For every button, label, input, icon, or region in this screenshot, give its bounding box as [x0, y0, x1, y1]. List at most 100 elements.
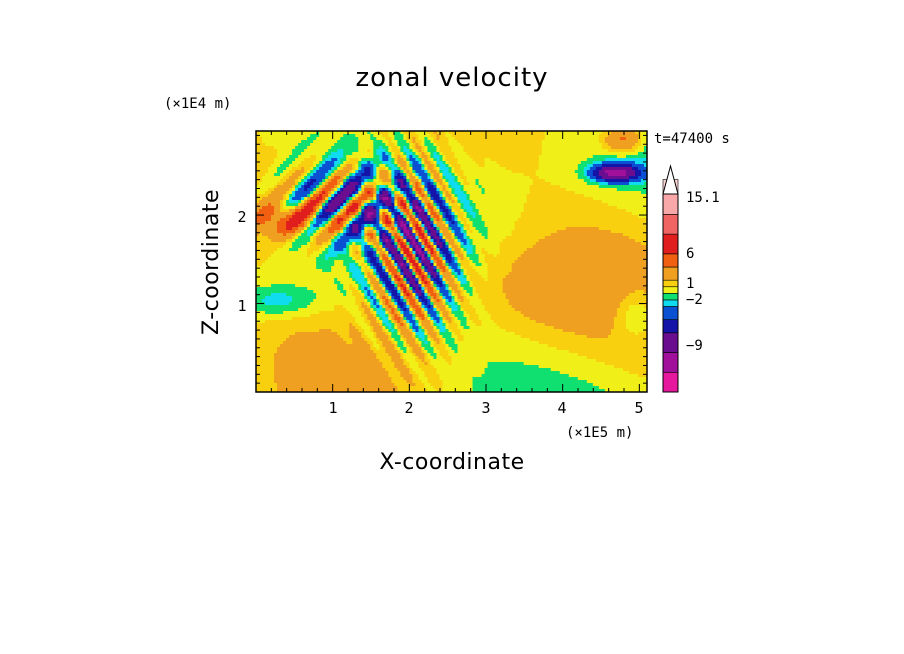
- field-cell: [460, 167, 465, 171]
- field-cell: [634, 143, 639, 147]
- field-cell: [352, 164, 356, 168]
- field-cell: [415, 203, 420, 207]
- field-cell: [319, 146, 323, 150]
- field-cell: [637, 212, 642, 216]
- field-cell: [361, 191, 365, 195]
- field-cell: [535, 203, 540, 207]
- field-cell: [283, 182, 287, 186]
- field-cell: [637, 197, 642, 201]
- field-cell: [460, 173, 465, 177]
- field-cell: [358, 203, 362, 207]
- field-cell: [586, 161, 591, 165]
- field-cell: [262, 131, 266, 135]
- field-cell: [277, 212, 281, 216]
- field-cell: [373, 191, 378, 195]
- field-cell: [355, 137, 359, 141]
- field-cell: [496, 182, 501, 186]
- field-cell: [424, 161, 429, 165]
- field-cell: [610, 134, 615, 138]
- field-cell: [418, 167, 423, 171]
- field-cell: [517, 146, 522, 150]
- field-cell: [343, 137, 347, 141]
- field-cell: [628, 164, 633, 168]
- field-cell: [274, 173, 278, 177]
- field-cell: [583, 146, 588, 150]
- field-cell: [511, 152, 516, 156]
- field-cell: [547, 164, 552, 168]
- field-cell: [367, 140, 371, 144]
- field-cell: [340, 161, 344, 165]
- field-cell: [442, 203, 447, 207]
- field-cell: [457, 185, 462, 189]
- field-cell: [640, 161, 645, 165]
- field-cell: [400, 161, 405, 165]
- field-cell: [634, 131, 639, 135]
- field-cell: [541, 149, 546, 153]
- field-cell: [262, 152, 266, 156]
- field-cell: [364, 161, 368, 165]
- field-cell: [514, 137, 519, 141]
- field-cell: [367, 191, 371, 195]
- field-cell: [349, 143, 353, 147]
- field-cell: [256, 212, 260, 216]
- field-cell: [346, 140, 350, 144]
- field-cell: [475, 212, 480, 216]
- field-cell: [556, 140, 561, 144]
- field-cell: [412, 188, 417, 192]
- field-cell: [643, 200, 647, 204]
- field-cell: [412, 218, 417, 222]
- field-cell: [472, 164, 477, 168]
- field-cell: [319, 140, 323, 144]
- field-cell: [367, 185, 371, 189]
- field-cell: [370, 155, 374, 159]
- field-cell: [301, 158, 305, 162]
- field-cell: [385, 158, 390, 162]
- field-cell: [301, 146, 305, 150]
- field-cell: [487, 158, 492, 162]
- field-cell: [286, 188, 290, 192]
- field-cell: [469, 212, 474, 216]
- field-cell: [517, 164, 522, 168]
- field-cell: [325, 149, 329, 153]
- field-cell: [628, 149, 633, 153]
- field-cell: [334, 131, 338, 135]
- field-cell: [580, 182, 585, 186]
- field-cell: [406, 191, 411, 195]
- field-cell: [631, 164, 636, 168]
- field-cell: [493, 185, 498, 189]
- field-cell: [559, 179, 564, 183]
- field-cell: [556, 209, 561, 213]
- field-cell: [460, 176, 465, 180]
- field-cell: [616, 164, 621, 168]
- field-cell: [580, 212, 585, 216]
- field-cell: [283, 191, 287, 195]
- field-cell: [328, 152, 332, 156]
- field-cell: [502, 191, 507, 195]
- field-cell: [334, 209, 338, 213]
- field-cell: [388, 209, 393, 213]
- field-cell: [496, 143, 501, 147]
- field-cell: [517, 176, 522, 180]
- field-cell: [418, 194, 423, 198]
- field-cell: [445, 194, 450, 198]
- field-cell: [553, 200, 558, 204]
- field-cell: [352, 134, 356, 138]
- field-cell: [622, 146, 627, 150]
- field-cell: [442, 167, 447, 171]
- field-cell: [490, 179, 495, 183]
- field-cell: [475, 170, 480, 174]
- field-cell: [349, 179, 353, 183]
- field-cell: [373, 200, 378, 204]
- field-cell: [424, 155, 429, 159]
- field-cell: [553, 188, 558, 192]
- field-cell: [592, 197, 597, 201]
- field-cell: [514, 164, 519, 168]
- field-cell: [412, 209, 417, 213]
- field-cell: [523, 200, 528, 204]
- field-cell: [592, 212, 597, 216]
- field-cell: [328, 170, 332, 174]
- field-cell: [469, 158, 474, 162]
- field-cell: [499, 209, 504, 213]
- field-cell: [571, 149, 576, 153]
- field-cell: [481, 164, 486, 168]
